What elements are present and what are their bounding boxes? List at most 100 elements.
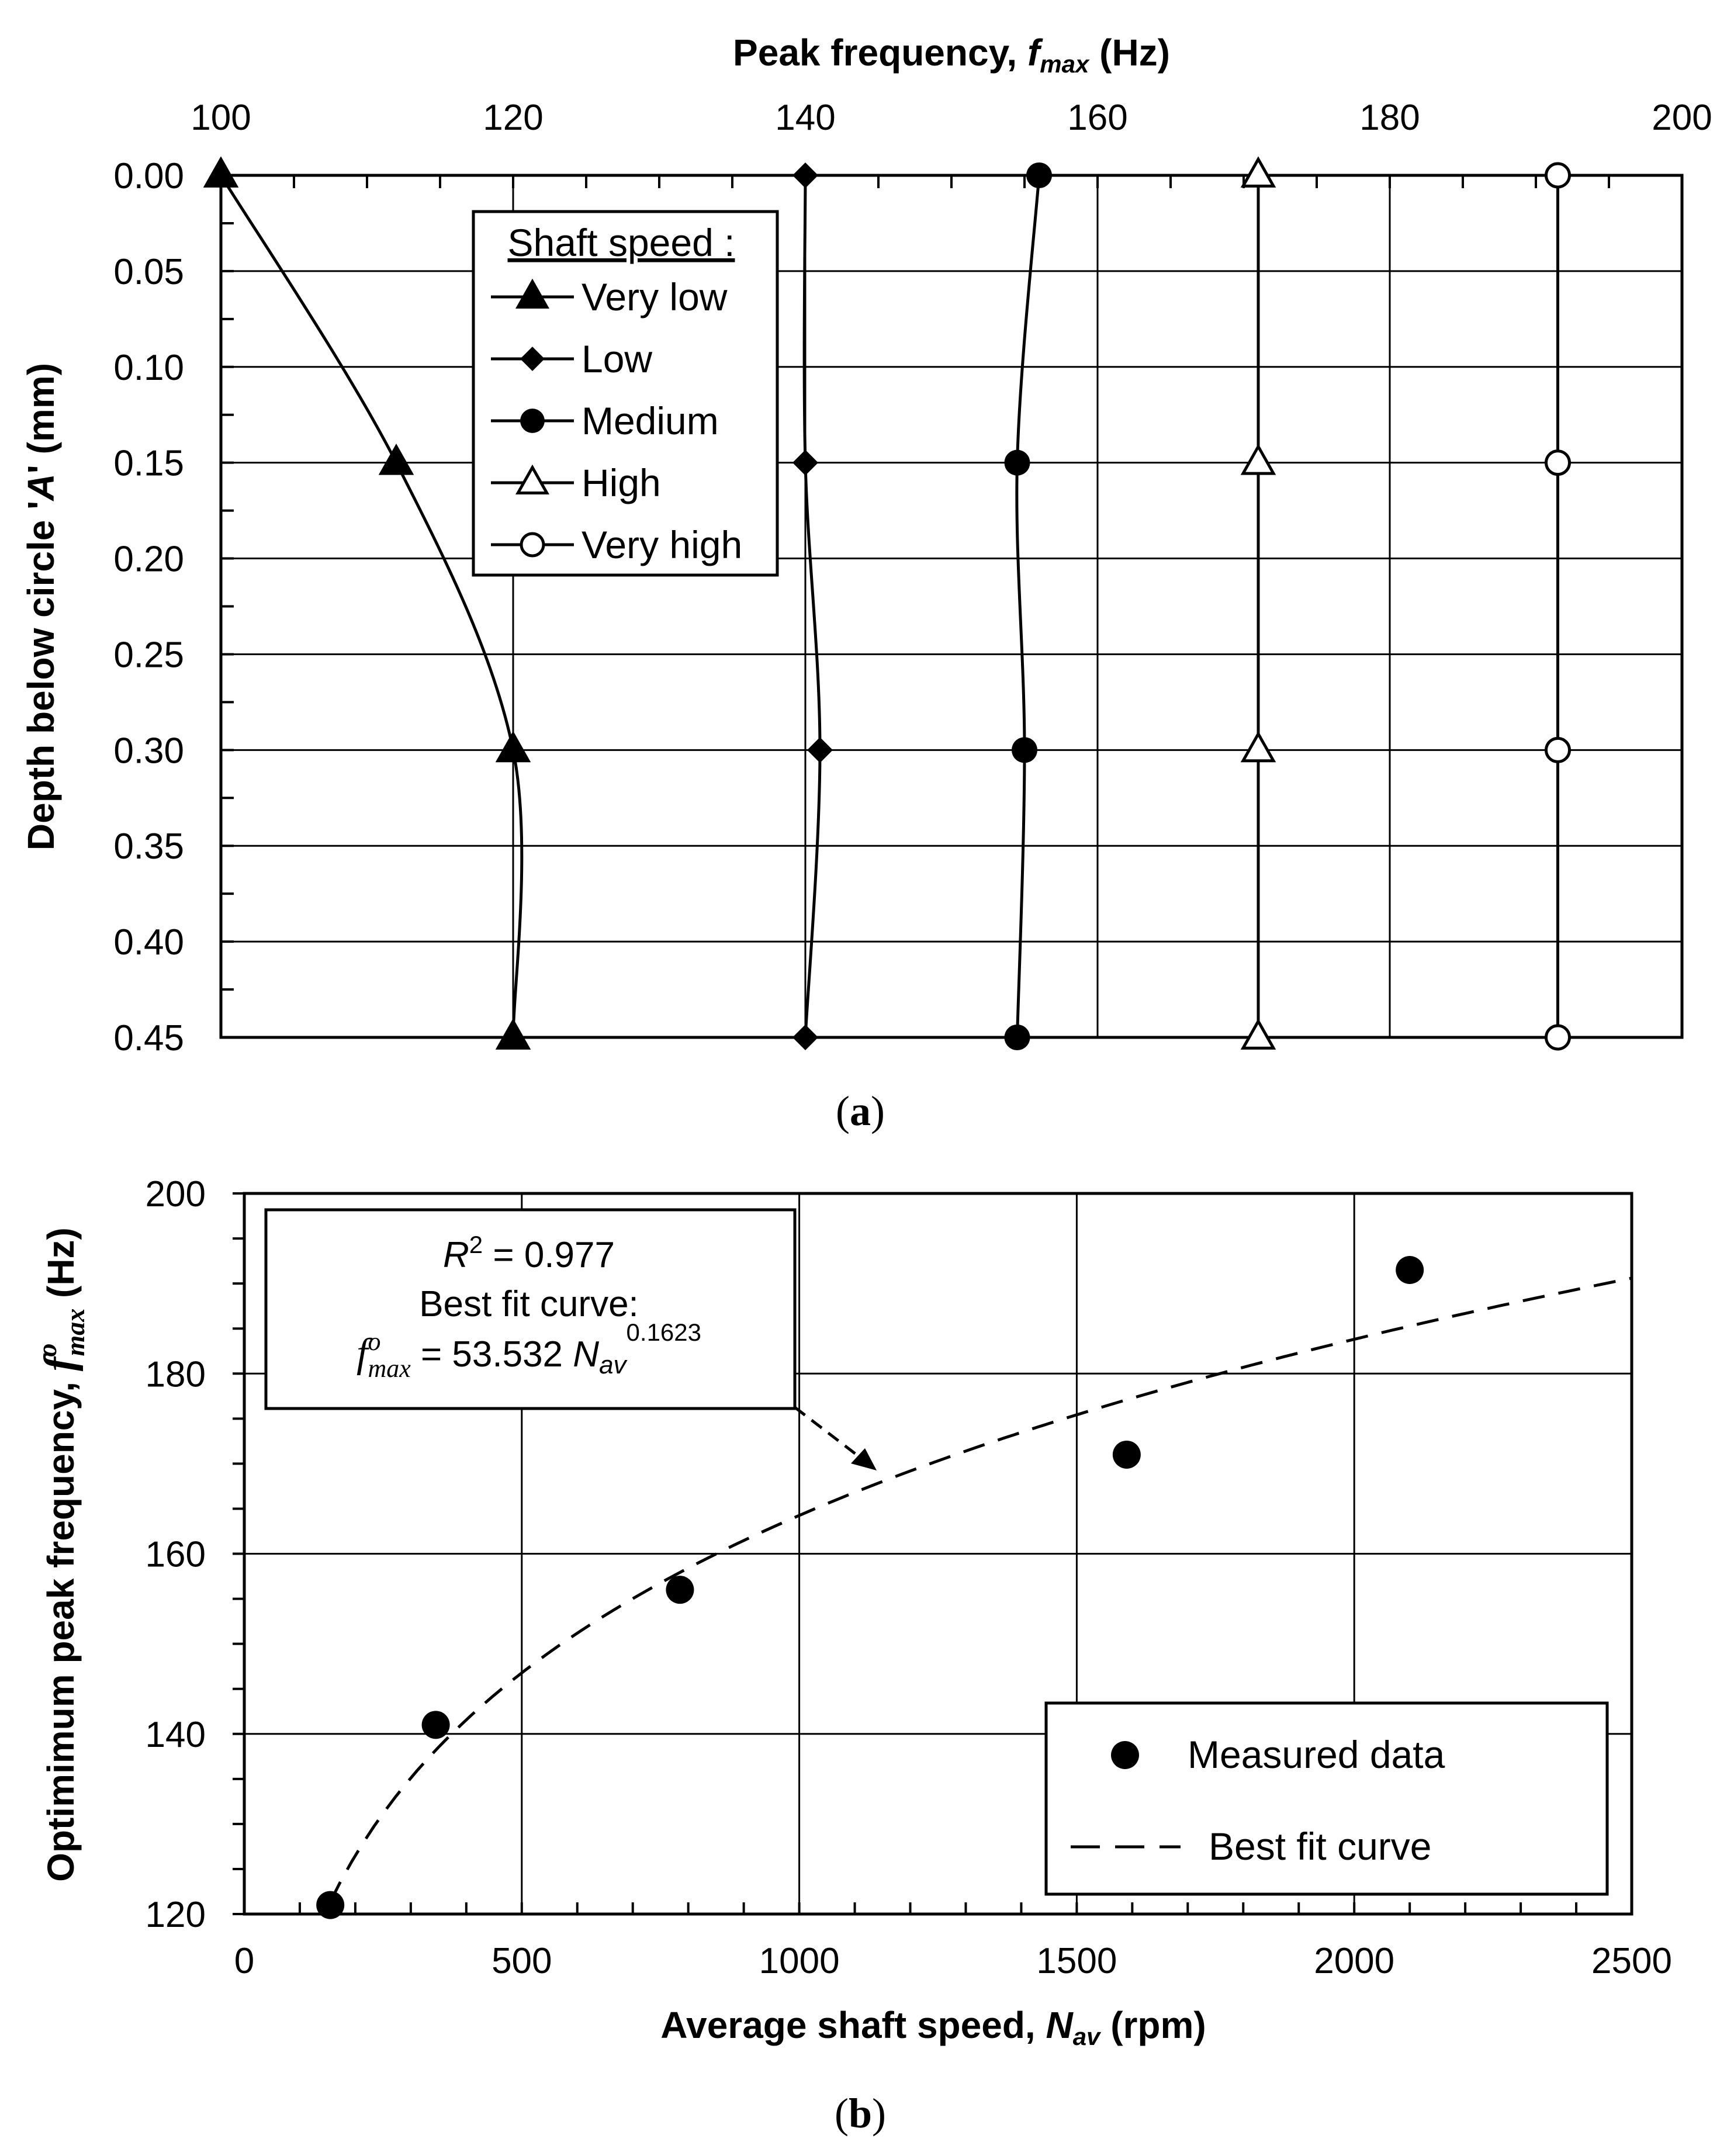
chart-a-x-axis-title: Peak frequency, fmax (Hz) bbox=[733, 32, 1170, 78]
legend-item-medium: Medium bbox=[491, 399, 719, 442]
r-squared-text: R2 = 0.977 bbox=[443, 1231, 615, 1275]
chart-a-xlabel-text: Peak frequency, bbox=[733, 32, 1027, 74]
chart-a-x-tick-160: 160 bbox=[1067, 98, 1127, 138]
legend-item-very-low: Very low bbox=[491, 275, 728, 319]
series-high-point-0 bbox=[1240, 156, 1276, 188]
chart-a-y-tick-0.30: 0.30 bbox=[113, 731, 184, 771]
chart-b-y-tick-120: 120 bbox=[146, 1895, 206, 1935]
fit-annotation: R2 = 0.977 Best fit curve: fo max = 53.53… bbox=[264, 1208, 877, 1470]
series-low-point-3 bbox=[792, 1025, 818, 1050]
legend-label-very-high: Very high bbox=[582, 523, 742, 566]
chart-b-ylabel-sub: max bbox=[60, 1309, 90, 1356]
chart-b-legend-box bbox=[1044, 1701, 1609, 1896]
chart-b-plot-frame bbox=[243, 1192, 1633, 1916]
chart-a-y-tick-labels: 0.00 0.05 0.10 0.15 0.20 0.25 0.30 0.35 0.40 0.45 bbox=[113, 156, 184, 1058]
series-very-low-point-3 bbox=[495, 1018, 531, 1050]
chart-a-minor-ticks bbox=[220, 174, 1683, 1039]
series-low bbox=[792, 162, 833, 1050]
chart-a-y-axis-title: Depth below circle 'A' (mm) bbox=[20, 363, 62, 850]
chart-a-plot-frame bbox=[219, 174, 1684, 1039]
chart-a-y-tick-0.15: 0.15 bbox=[113, 444, 184, 484]
chart-b-minor-ticks bbox=[233, 1192, 1633, 1915]
annotation-arrow-head bbox=[851, 1448, 877, 1470]
chart-b-x-tick-1000: 1000 bbox=[759, 1941, 840, 1981]
measured-data-points bbox=[316, 1256, 1424, 1919]
measured-point-4 bbox=[1396, 1256, 1424, 1285]
series-very-high-point-3 bbox=[1545, 1024, 1571, 1051]
chart-b-y-tick-200: 200 bbox=[146, 1174, 206, 1214]
chart-a-y-tick-0.45: 0.45 bbox=[113, 1018, 184, 1058]
legend-marker-low bbox=[520, 347, 545, 371]
chart-b-x-tick-2500: 2500 bbox=[1591, 1941, 1672, 1981]
chart-a-x-tick-180: 180 bbox=[1359, 98, 1420, 138]
series-very-low-point-1 bbox=[378, 443, 414, 475]
chart-b-x-tick-2000: 2000 bbox=[1314, 1941, 1394, 1981]
series-very-low-point-2 bbox=[495, 731, 531, 763]
chart-a-xlabel-unit: (Hz) bbox=[1089, 32, 1170, 74]
eq-sub: max bbox=[368, 1354, 411, 1383]
series-high-point-2 bbox=[1240, 731, 1276, 763]
chart-a-x-tick-labels: 100 120 140 160 180 200 bbox=[191, 98, 1712, 138]
legend-label-low: Low bbox=[582, 337, 652, 380]
chart-a-x-tick-120: 120 bbox=[483, 98, 543, 138]
eq-rhs: = 53.532 bbox=[411, 1334, 573, 1375]
chart-a-ylabel-ital: A bbox=[20, 473, 62, 501]
series-low-point-0 bbox=[792, 162, 818, 188]
legend-marker-very-low bbox=[515, 278, 549, 309]
legend-fit-label: Best fit curve bbox=[1209, 1825, 1431, 1868]
series-medium-point-2 bbox=[1012, 737, 1037, 763]
chart-b-y-tick-180: 180 bbox=[146, 1354, 206, 1394]
series-low-point-1 bbox=[792, 449, 818, 476]
chart-b-y-axis-title: Optimimum peak frequency, fomax (Hz) bbox=[32, 1227, 90, 1882]
chart-b-xlabel-symbol: N bbox=[1046, 2004, 1074, 2046]
chart-a-x-tick-100: 100 bbox=[191, 98, 251, 138]
series-high-point-3 bbox=[1240, 1018, 1276, 1050]
chart-b-y-tick-160: 160 bbox=[146, 1535, 206, 1575]
eq-n-sub: av bbox=[599, 1351, 628, 1379]
best-fit-title: Best fit curve: bbox=[419, 1284, 639, 1324]
chart-a-caption-letter: a bbox=[850, 1088, 871, 1134]
chart-b-xlabel-text: Average shaft speed, bbox=[660, 2004, 1046, 2046]
chart-a-y-tick-0.05: 0.05 bbox=[113, 252, 184, 292]
series-very-low-point-0 bbox=[203, 156, 239, 188]
series-medium-line bbox=[1015, 175, 1041, 1038]
eq-exp: 0.1623 bbox=[627, 1318, 701, 1346]
best-fit-equation: fo max = 53.532 Nav0.1623 bbox=[357, 1318, 701, 1383]
chart-a-y-tick-0.20: 0.20 bbox=[113, 539, 184, 580]
chart-a-ylabel-pre: Depth below circle ' bbox=[20, 501, 62, 850]
chart-a-caption: (a) bbox=[836, 1088, 885, 1134]
legend-label-high: High bbox=[582, 461, 661, 504]
chart-a-y-tick-0.00: 0.00 bbox=[113, 156, 184, 196]
chart-a-ylabel-post: ' (mm) bbox=[20, 363, 62, 473]
chart-b-x-tick-500: 500 bbox=[492, 1941, 552, 1981]
r-sup: 2 bbox=[469, 1231, 483, 1258]
chart-a-legend-box bbox=[472, 210, 779, 577]
measured-point-3 bbox=[1112, 1440, 1141, 1469]
chart-a-x-tick-140: 140 bbox=[775, 98, 835, 138]
series-very-high-point-0 bbox=[1545, 162, 1571, 189]
legend-marker-high bbox=[515, 464, 549, 494]
legend-marker-medium bbox=[520, 409, 545, 433]
legend-label-very-low: Very low bbox=[582, 275, 728, 319]
chart-a: 100 120 140 160 180 200 0.000.050.100.150.200… bbox=[20, 32, 1712, 1134]
chart-b: 0 500 1000 1500 2000 2500 120 140 160 180 200 R2 … bbox=[32, 1174, 1672, 2137]
chart-b-ylabel-pre: Optimimum peak frequency, bbox=[40, 1371, 82, 1882]
r-label: R bbox=[443, 1235, 469, 1275]
chart-b-legend: Measured data Best fit curve bbox=[1044, 1701, 1609, 1896]
series-low-point-2 bbox=[807, 737, 833, 763]
series-high bbox=[1240, 156, 1276, 1050]
chart-a-series bbox=[203, 156, 1571, 1051]
chart-a-y-tick-0.35: 0.35 bbox=[113, 826, 184, 867]
chart-b-caption-letter: b bbox=[849, 2090, 872, 2137]
chart-a-y-tick-0.25: 0.25 bbox=[113, 635, 184, 675]
legend-item-very-high: Very high bbox=[491, 523, 742, 566]
best-fit-curve bbox=[328, 1276, 1632, 1903]
legend-item-low: Low bbox=[491, 337, 652, 380]
chart-a-y-tick-0.10: 0.10 bbox=[113, 348, 184, 388]
legend-measured-marker bbox=[1111, 1741, 1139, 1769]
series-very-high-point-1 bbox=[1545, 449, 1571, 476]
legend-label-medium: Medium bbox=[582, 399, 719, 442]
series-low-line bbox=[802, 175, 822, 1038]
r-value: = 0.977 bbox=[483, 1235, 615, 1275]
